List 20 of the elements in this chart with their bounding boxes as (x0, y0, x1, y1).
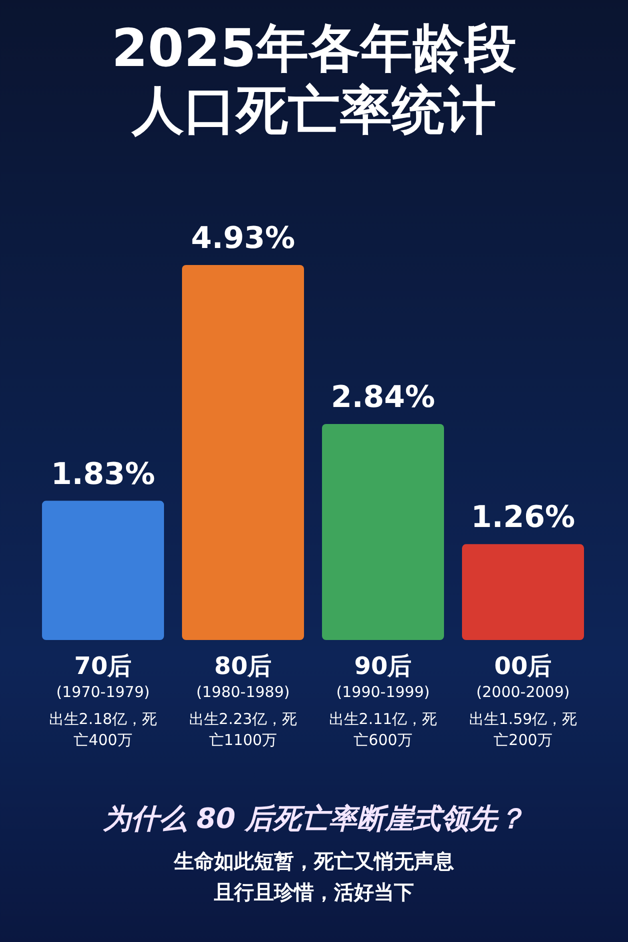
text: (2000-2009) (475, 682, 571, 703)
text: (1990-1999) (335, 682, 431, 703)
x-tick-label: 00后 (493, 651, 553, 682)
text: 出生2.18亿，死亡400万 (48, 709, 158, 751)
text: 为什么 80 后死亡率断崖式领先？ (102, 801, 526, 837)
x-tick-label: 90后 (353, 651, 413, 682)
x-tick-label: 70后 (73, 651, 133, 682)
text: 出生2.23亿，死亡1100万 (188, 709, 298, 751)
data-label: 1.26% (470, 500, 576, 536)
text: 出生1.59亿，死亡200万 (468, 709, 578, 751)
chart-title: 2025年各年龄段人口死亡率统计 (110, 18, 518, 142)
x-tick-label: 80后 (213, 651, 273, 682)
text: 生命如此短暂，死亡又悄无声息 (172, 848, 455, 875)
text: (1980-1989) (195, 682, 291, 703)
text: 出生2.11亿，死亡600万 (328, 709, 438, 751)
data-label: 1.83% (50, 456, 156, 492)
text: 且行且珍惜，活好当下 (213, 879, 415, 906)
data-label: 2.84% (330, 380, 436, 415)
text: (1970-1979) (55, 682, 151, 703)
data-label: 4.93% (190, 221, 296, 256)
